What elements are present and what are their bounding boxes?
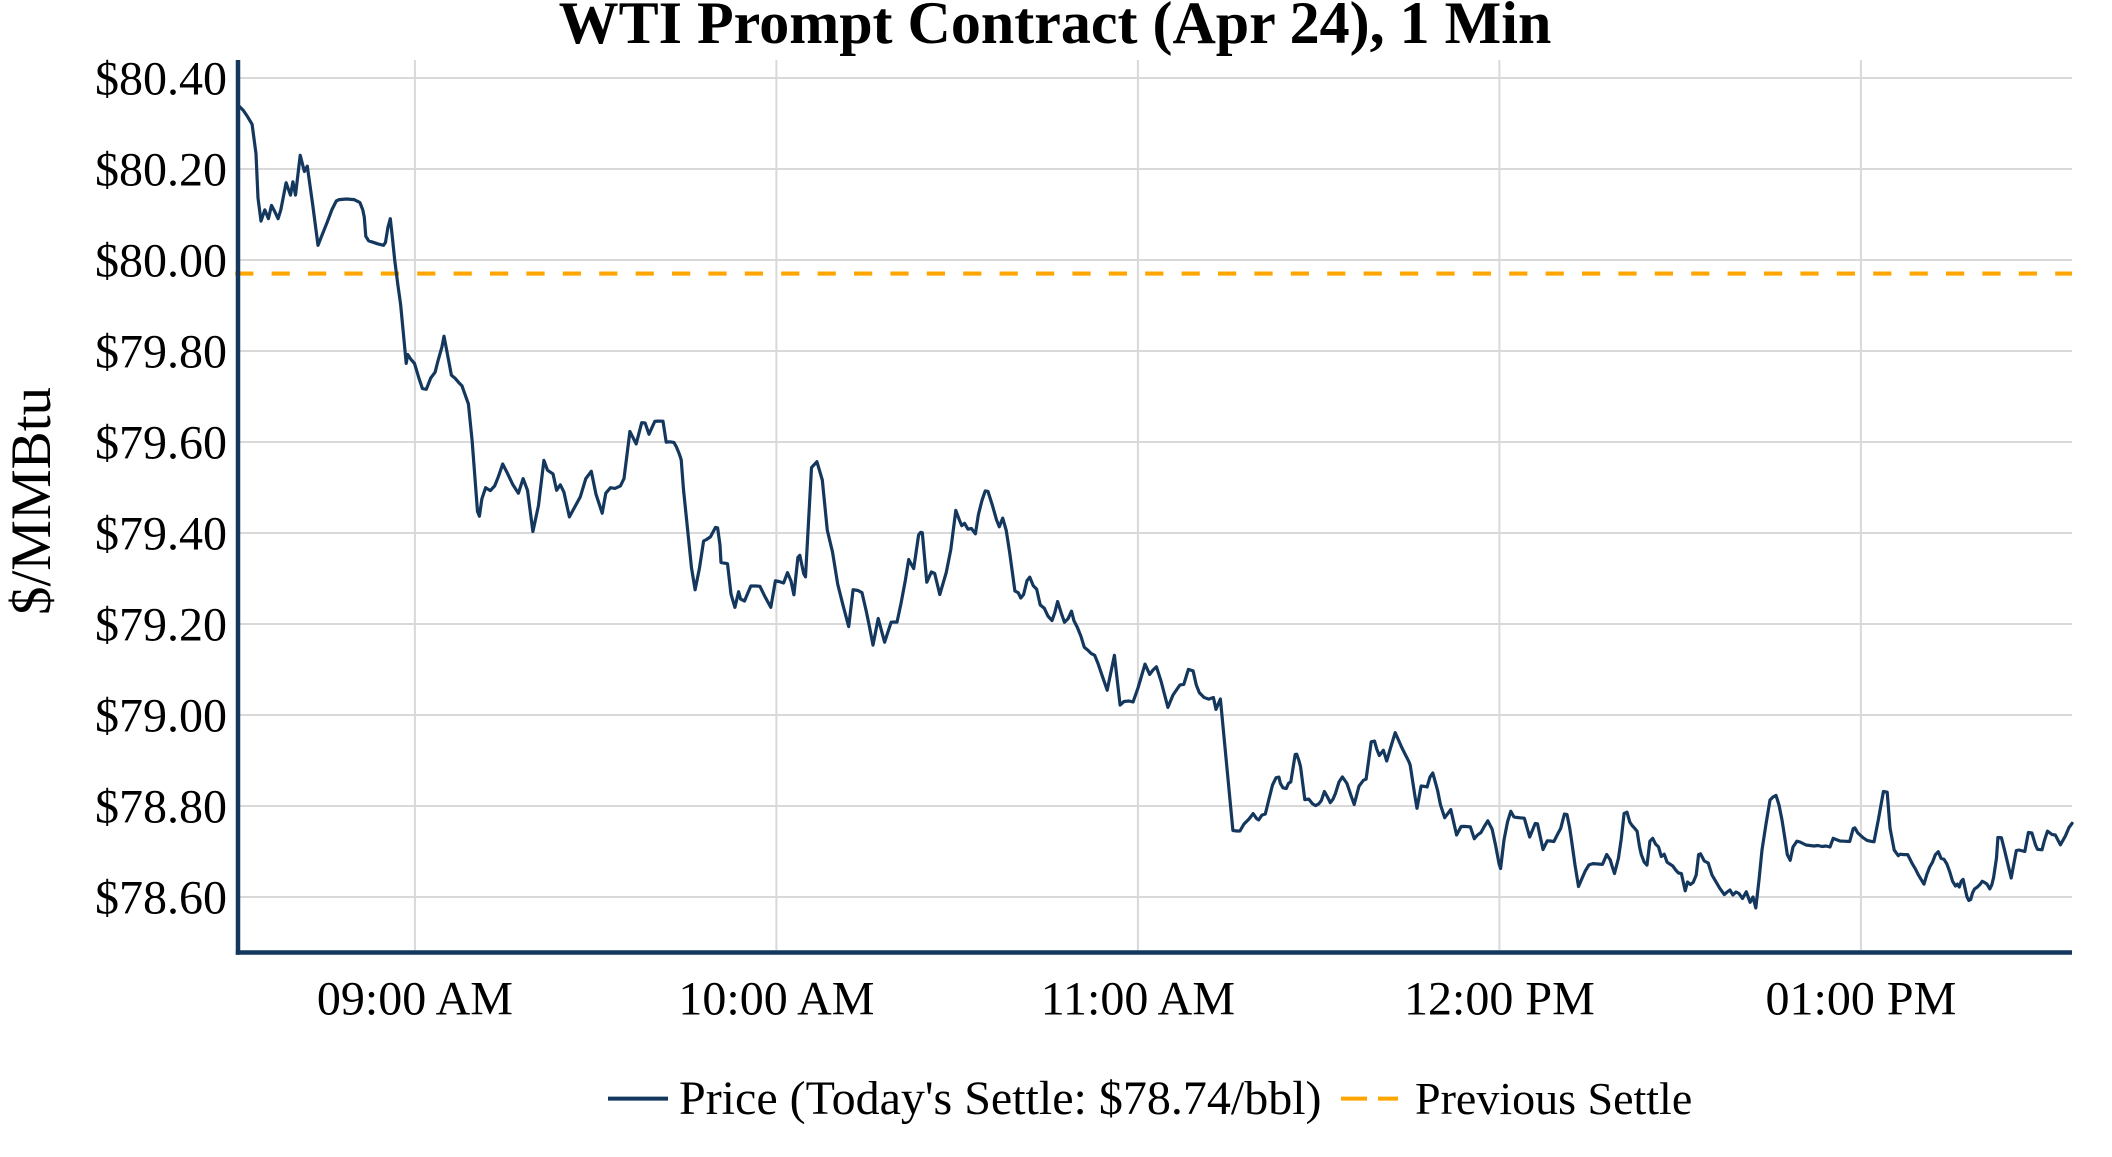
svg-text:11:00 AM: 11:00 AM — [1041, 973, 1235, 1026]
svg-text:Previous Settle: Previous Settle — [1415, 1073, 1692, 1124]
svg-text:$79.20: $79.20 — [95, 599, 227, 652]
svg-text:$80.00: $80.00 — [95, 235, 227, 288]
svg-text:$78.60: $78.60 — [95, 872, 227, 925]
svg-text:$79.60: $79.60 — [95, 417, 227, 470]
svg-text:$79.80: $79.80 — [95, 326, 227, 379]
svg-text:Price (Today's Settle: $78.74/: Price (Today's Settle: $78.74/bbl) — [679, 1072, 1322, 1125]
svg-text:$79.00: $79.00 — [95, 690, 227, 743]
svg-text:$78.80: $78.80 — [95, 781, 227, 834]
svg-text:WTI Prompt Contract (Apr 24),: WTI Prompt Contract (Apr 24), 1 Min — [559, 0, 1552, 56]
svg-text:$80.20: $80.20 — [95, 144, 227, 197]
svg-text:01:00 PM: 01:00 PM — [1766, 973, 1957, 1026]
svg-text:12:00 PM: 12:00 PM — [1404, 973, 1595, 1026]
svg-text:09:00 AM: 09:00 AM — [317, 973, 513, 1026]
svg-text:10:00 AM: 10:00 AM — [678, 973, 874, 1026]
svg-text:$79.40: $79.40 — [95, 508, 227, 561]
svg-text:$/MMBtu: $/MMBtu — [0, 387, 63, 615]
svg-text:$80.40: $80.40 — [95, 53, 227, 106]
